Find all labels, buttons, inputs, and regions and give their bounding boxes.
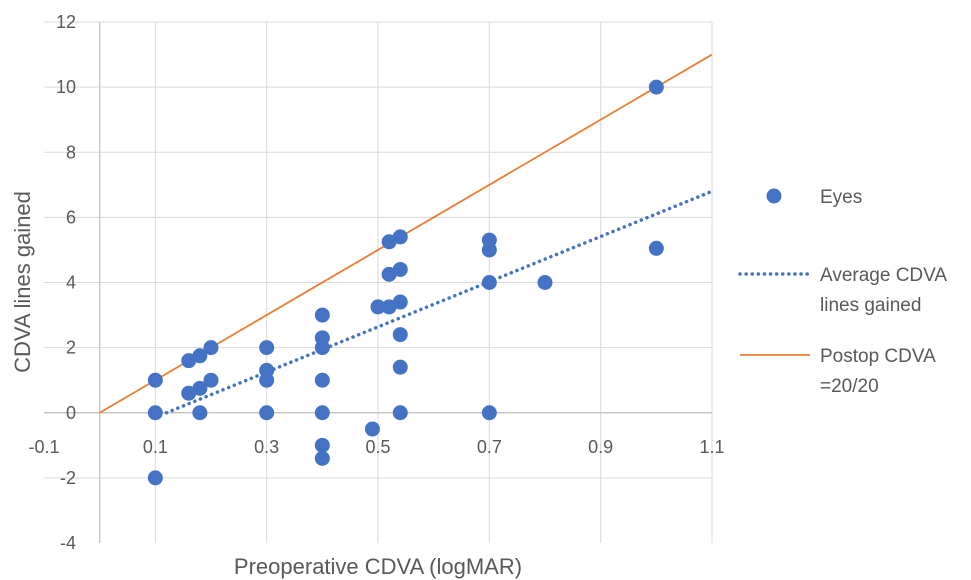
y-axis-title: CDVA lines gained — [10, 191, 35, 373]
data-point — [370, 299, 386, 315]
data-point — [147, 405, 163, 421]
data-point — [192, 348, 208, 364]
data-point — [314, 450, 330, 466]
gridlines — [44, 21, 713, 543]
y-tick-label: 0 — [66, 403, 76, 423]
data-point — [392, 327, 408, 343]
y-tick-label: -4 — [60, 533, 76, 553]
x-tick-label: 0.1 — [143, 437, 168, 457]
data-point — [392, 359, 408, 375]
x-tick-label: -0.1 — [28, 437, 59, 457]
y-tick-label: 12 — [56, 12, 76, 32]
data-point — [392, 294, 408, 310]
legend-label-average: Average CDVA — [820, 265, 947, 286]
data-point — [537, 275, 553, 290]
data-point — [147, 470, 163, 486]
y-tick-label: 8 — [66, 142, 76, 162]
data-point — [314, 372, 330, 388]
tick-labels: -0.1 0.1 0.3 0.5 0.7 0.9 1.1 -4 -2 0 2 4 6 8 10 12 — [28, 12, 724, 553]
data-point — [259, 405, 275, 421]
data-point — [192, 405, 208, 421]
legend-label-eyes: Eyes — [820, 187, 862, 208]
data-point — [392, 405, 408, 421]
y-tick-label: 6 — [66, 207, 76, 227]
data-point — [314, 437, 330, 453]
data-point — [392, 261, 408, 277]
data-point — [314, 405, 330, 421]
legend-label-postop: Postop CDVA — [820, 346, 936, 367]
y-tick-label: 4 — [66, 273, 76, 293]
legend-marker-eyes — [766, 188, 782, 204]
y-tick-label: -2 — [60, 468, 76, 488]
data-point — [203, 372, 219, 388]
data-point — [364, 421, 380, 437]
data-point — [203, 340, 219, 356]
data-point — [192, 380, 208, 396]
x-tick-label: 0.3 — [254, 437, 279, 457]
y-tick-label: 2 — [66, 338, 76, 358]
x-tick-label: 0.9 — [588, 437, 613, 457]
x-tick-label: 0.5 — [365, 437, 390, 457]
trendline-average — [164, 189, 714, 415]
data-point — [314, 340, 330, 356]
legend-label-average: lines gained — [820, 295, 921, 316]
x-axis-title: Preoperative CDVA (logMAR) — [234, 554, 522, 579]
data-point — [481, 242, 497, 258]
data-point — [147, 372, 163, 388]
data-point — [481, 275, 497, 290]
x-tick-label: 0.7 — [477, 437, 502, 457]
data-point — [648, 240, 664, 256]
data-point — [259, 340, 275, 356]
legend: Eyes Average CDVA lines gained Postop CDVA =… — [738, 187, 947, 397]
x-tick-label: 1.1 — [699, 437, 724, 457]
data-point — [648, 79, 664, 95]
data-series — [99, 53, 714, 486]
legend-label-postop: =20/20 — [820, 376, 879, 397]
data-point — [392, 229, 408, 245]
data-point — [259, 372, 275, 388]
data-point — [314, 307, 330, 323]
data-point — [481, 405, 497, 421]
y-tick-label: 10 — [56, 77, 76, 97]
